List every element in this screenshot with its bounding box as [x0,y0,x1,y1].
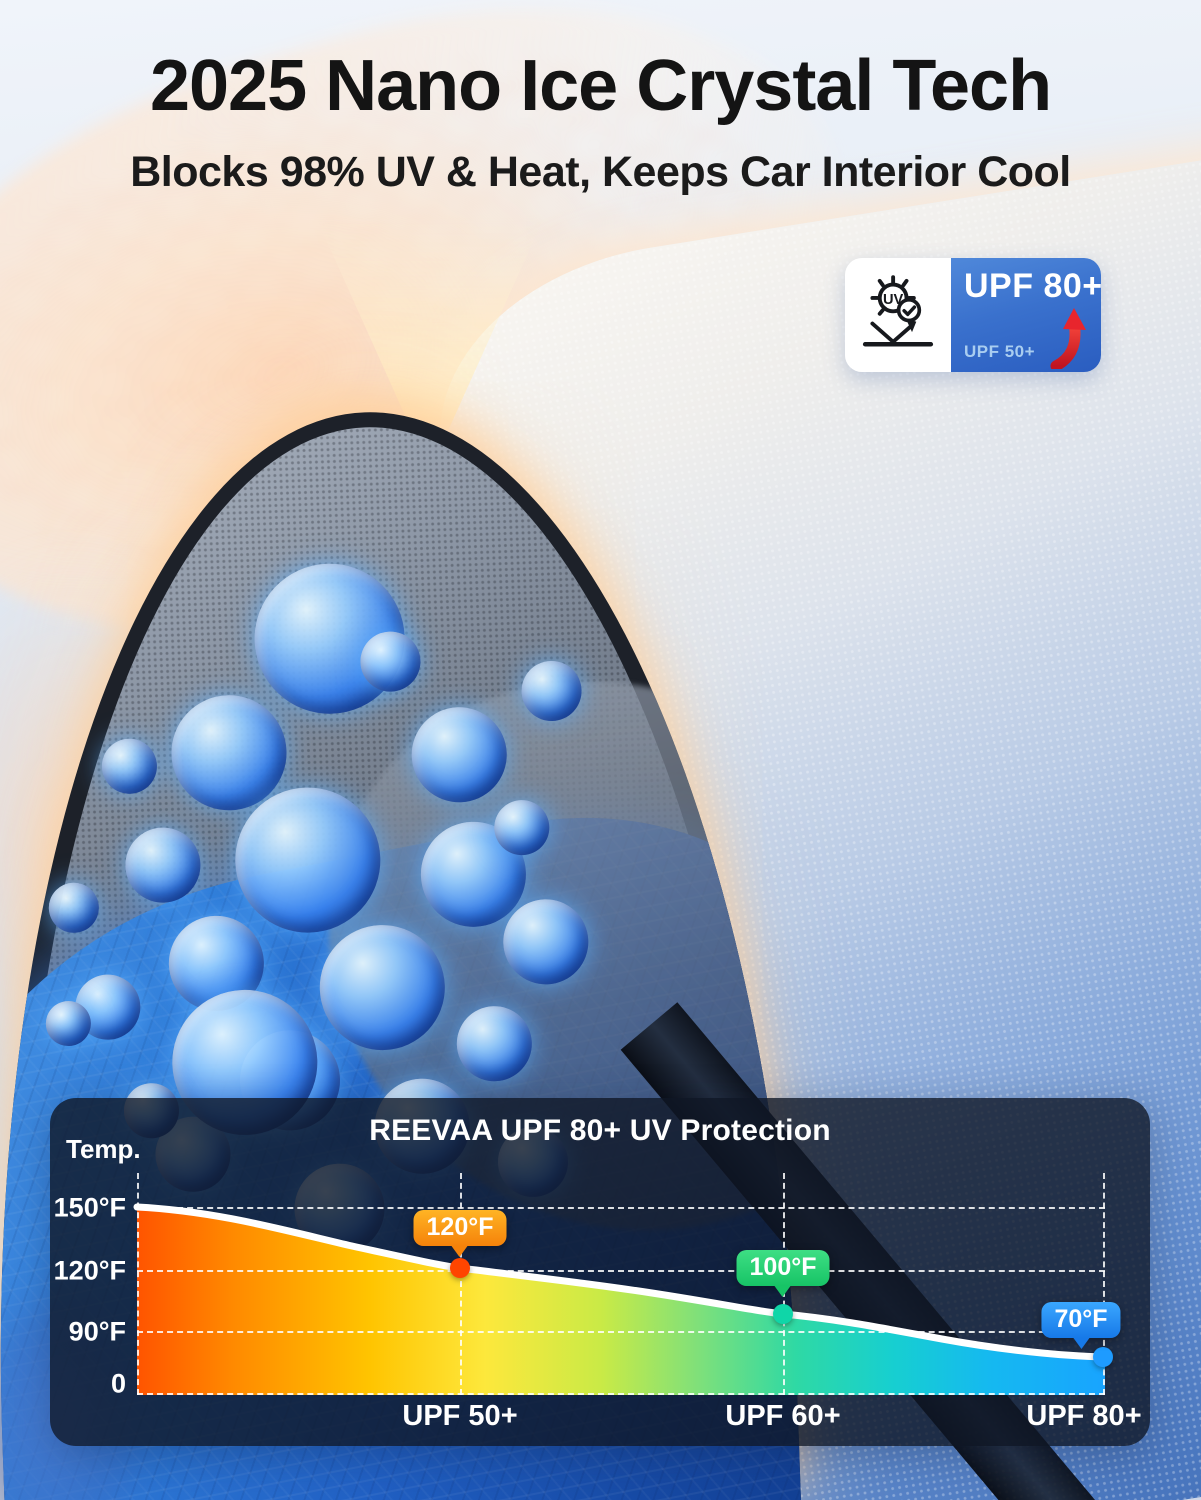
bubble [501,897,590,986]
bubble [47,881,100,934]
temperature-line [133,1203,1109,1361]
data-point-badge: 100°F [736,1250,830,1286]
y-axis-title: Temp. [66,1134,141,1164]
gridline-0 [137,1393,1105,1395]
bubble [317,922,447,1052]
bubble [359,630,422,693]
data-point-badge: 120°F [413,1210,507,1246]
gridline-upf50 [460,1173,462,1395]
bubble [232,784,383,935]
x-category-label: UPF 60+ [725,1400,841,1432]
data-point-dot [773,1304,793,1324]
page-subtitle: Blocks 98% UV & Heat, Keeps Car Interior… [130,148,1071,197]
uv-protection-chart: REEVAA UPF 80+ UV Protection Temp. 150°F… [50,1098,1150,1446]
gridline-90 [137,1331,1105,1333]
upf-rating-badge: UV UPF 80+ UPF 50+ [845,258,1101,372]
page-title: 2025 Nano Ice Crystal Tech [149,46,1052,126]
x-axis-labels: UPF 50+ UPF 60+ UPF 80+ [137,1400,1141,1436]
plot-area: 120°F 100°F 70°F [133,1173,1121,1395]
upf-50-label: UPF 50+ [964,342,1036,361]
bubble [44,999,92,1047]
gridline-150 [137,1207,1105,1209]
bubble [100,737,158,795]
y-tick-label: 150°F [53,1192,126,1223]
upf-80-label: UPF 80+ [964,267,1101,305]
x-category-label: UPF 50+ [402,1400,518,1432]
x-category-label: UPF 80+ [1026,1400,1142,1432]
bubble [520,659,583,723]
chart-title: REEVAA UPF 80+ UV Protection [369,1114,831,1147]
data-point-dot [1093,1347,1113,1367]
area-fill [137,1207,1105,1395]
gridline-right [1103,1173,1105,1395]
gridline-left [137,1173,139,1395]
y-tick-label: 120°F [53,1255,126,1286]
uv-sun-shield-icon: UV [845,258,951,372]
bubble [123,825,202,904]
y-tick-label: 90°F [68,1316,126,1347]
gridline-120 [137,1270,1105,1272]
bubble [455,1004,533,1083]
svg-text:UV: UV [883,292,904,308]
temperature-area-chart [133,1203,1109,1395]
header: 2025 Nano Ice Crystal Tech Blocks 98% UV… [0,0,1201,197]
upf-80-card: UPF 80+ UPF 50+ [951,258,1101,372]
bubble [492,798,550,856]
red-up-arrow-icon [1050,308,1086,369]
y-tick-label: 0 [110,1368,126,1399]
bubble [409,705,508,804]
data-point-badge: 70°F [1041,1302,1121,1338]
bubble [169,692,288,812]
y-axis-ticks: 150°F 120°F 90°F 0 [50,1185,126,1399]
